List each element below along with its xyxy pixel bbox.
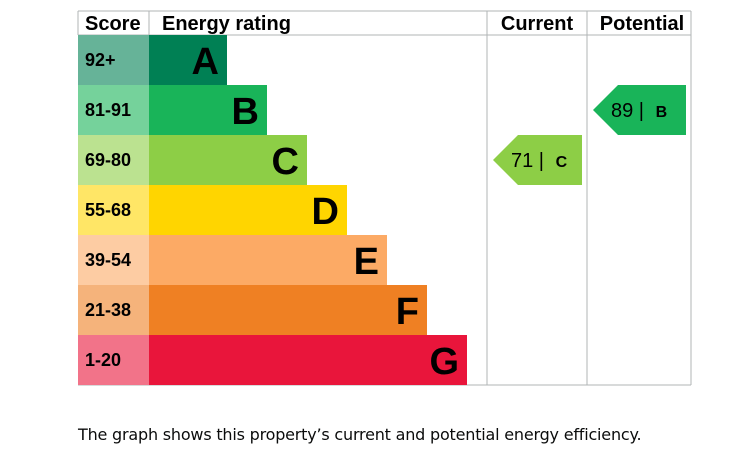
score-cell-b xyxy=(78,85,149,135)
header-energy-rating: Energy rating xyxy=(162,13,291,35)
score-cell-a xyxy=(78,35,149,85)
rating-bar-a xyxy=(149,35,227,85)
rating-letter-c: C xyxy=(272,141,299,183)
potential-rating-arrow xyxy=(593,85,686,135)
rating-letter-e: E xyxy=(354,241,379,283)
header-score: Score xyxy=(85,13,141,35)
rating-letter-a: A xyxy=(192,41,219,83)
rating-bar-c xyxy=(149,135,307,185)
current-rating-value: 71 | C xyxy=(511,150,568,172)
rating-letter-f: F xyxy=(396,291,419,333)
score-label-g: 1-20 xyxy=(85,350,121,370)
score-label-b: 81-91 xyxy=(85,100,131,120)
rating-bar-b xyxy=(149,85,267,135)
current-rating-arrow xyxy=(493,135,582,185)
rating-bar-g xyxy=(149,335,467,385)
score-label-e: 39-54 xyxy=(85,250,131,270)
rating-tags: 71 | C 89 | B xyxy=(493,85,686,185)
rating-bands: 92+ A 81-91 B 69-80 C 55-68 D 39-54 E 21-38 F 1-20 G xyxy=(78,35,467,385)
score-cell-g xyxy=(78,335,149,385)
score-label-c: 69-80 xyxy=(85,150,131,170)
potential-rating-value: 89 | B xyxy=(611,100,667,122)
rating-bar-f xyxy=(149,285,427,335)
rating-letter-b: B xyxy=(232,91,259,133)
score-cell-e xyxy=(78,235,149,285)
header-current: Current xyxy=(501,13,574,35)
score-cell-d xyxy=(78,185,149,235)
rating-bar-e xyxy=(149,235,387,285)
score-label-f: 21-38 xyxy=(85,300,131,320)
rating-letter-g: G xyxy=(429,341,459,383)
score-cell-f xyxy=(78,285,149,335)
header-potential: Potential xyxy=(600,13,684,35)
chart-caption: The graph shows this property’s current … xyxy=(78,425,642,444)
score-label-a: 92+ xyxy=(85,50,116,70)
rating-bar-d xyxy=(149,185,347,235)
score-cell-c xyxy=(78,135,149,185)
rating-letter-d: D xyxy=(312,191,339,233)
score-label-d: 55-68 xyxy=(85,200,131,220)
